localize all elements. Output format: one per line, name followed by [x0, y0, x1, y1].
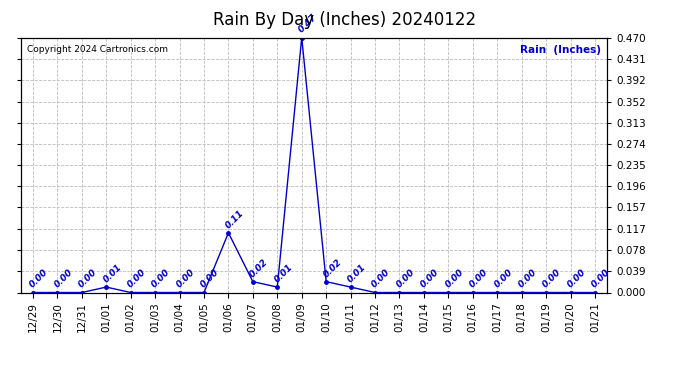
Text: 0.01: 0.01 — [346, 262, 368, 284]
Text: 0.00: 0.00 — [175, 268, 197, 290]
Text: 0.00: 0.00 — [28, 268, 50, 290]
Text: 0.00: 0.00 — [199, 268, 221, 290]
Text: 0.00: 0.00 — [493, 268, 514, 290]
Text: 0.00: 0.00 — [52, 268, 75, 290]
Text: 0.00: 0.00 — [150, 268, 172, 290]
Text: Copyright 2024 Cartronics.com: Copyright 2024 Cartronics.com — [26, 45, 168, 54]
Text: 0.00: 0.00 — [444, 268, 466, 290]
Text: 0.11: 0.11 — [224, 208, 246, 230]
Text: 0.00: 0.00 — [541, 268, 563, 290]
Text: 0.01: 0.01 — [101, 262, 124, 284]
Text: 0.00: 0.00 — [468, 268, 490, 290]
Text: 0.47: 0.47 — [297, 13, 319, 35]
Text: Rain By Day (Inches) 20240122: Rain By Day (Inches) 20240122 — [213, 11, 477, 29]
Text: 0.00: 0.00 — [77, 268, 99, 290]
Text: 0.00: 0.00 — [370, 268, 392, 290]
Text: 0.00: 0.00 — [395, 268, 417, 290]
Text: 0.02: 0.02 — [248, 257, 270, 279]
Text: 0.00: 0.00 — [566, 268, 588, 290]
Text: Rain  (Inches): Rain (Inches) — [520, 45, 602, 55]
Text: 0.00: 0.00 — [419, 268, 441, 290]
Text: 0.01: 0.01 — [273, 262, 295, 284]
Text: 0.02: 0.02 — [322, 257, 344, 279]
Text: 0.00: 0.00 — [590, 268, 612, 290]
Text: 0.00: 0.00 — [126, 268, 148, 290]
Text: 0.00: 0.00 — [517, 268, 539, 290]
